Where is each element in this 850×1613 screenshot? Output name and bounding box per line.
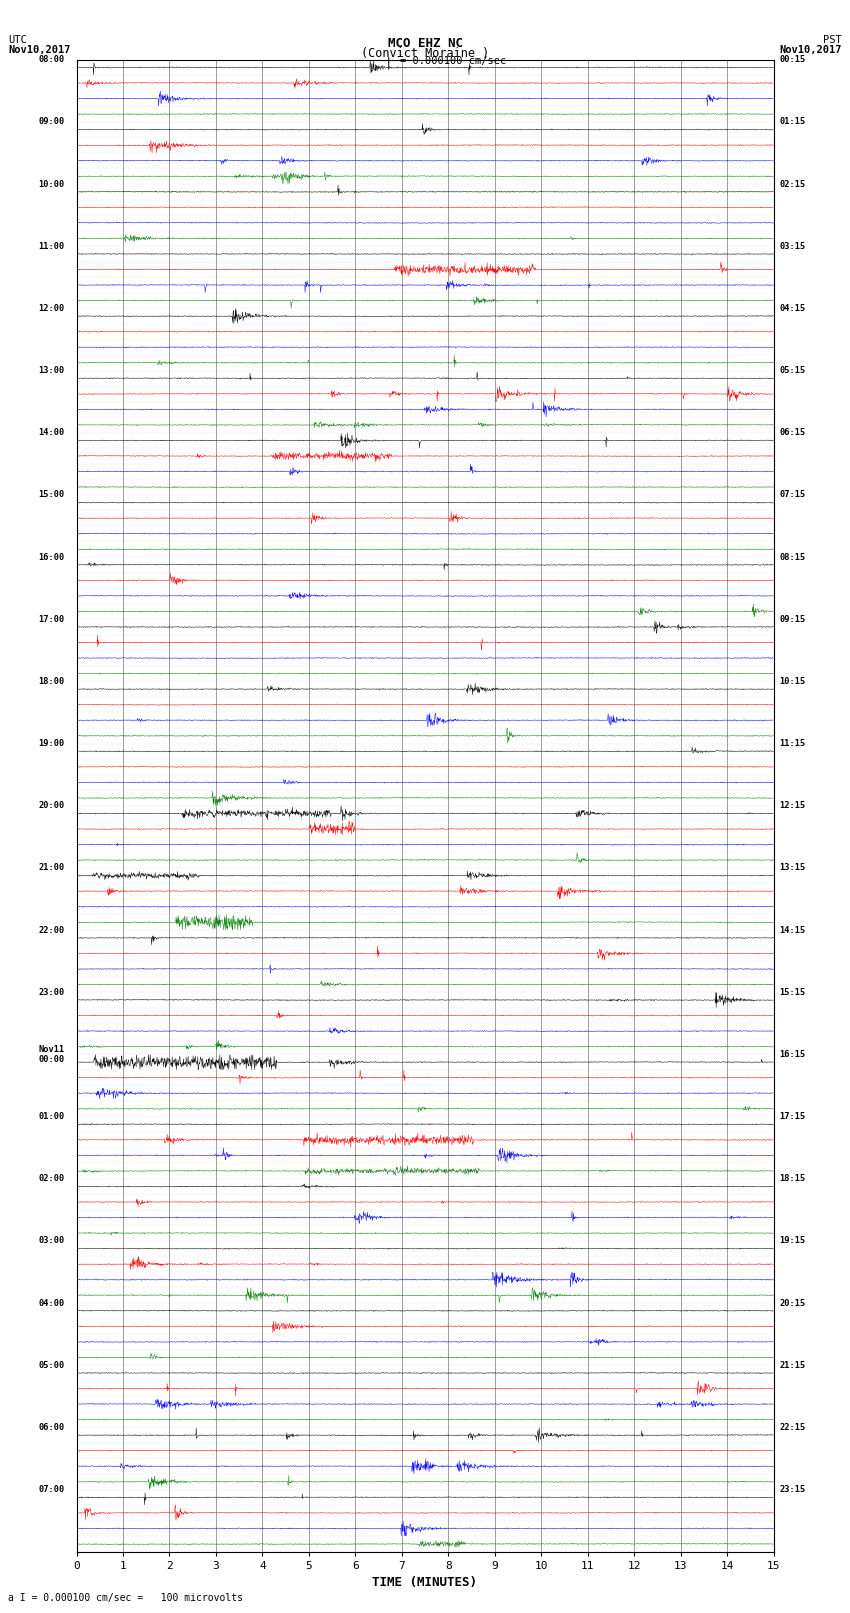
Text: 00:15: 00:15: [779, 55, 805, 65]
Text: 23:00: 23:00: [38, 987, 65, 997]
Text: 04:15: 04:15: [779, 303, 805, 313]
Text: 11:15: 11:15: [779, 739, 805, 748]
Text: 13:15: 13:15: [779, 863, 805, 873]
Text: 08:15: 08:15: [779, 553, 805, 561]
Text: 21:00: 21:00: [38, 863, 65, 873]
Text: MCO EHZ NC: MCO EHZ NC: [388, 37, 462, 50]
Text: 06:15: 06:15: [779, 427, 805, 437]
Text: 16:00: 16:00: [38, 553, 65, 561]
Text: 22:00: 22:00: [38, 926, 65, 934]
Text: 14:00: 14:00: [38, 427, 65, 437]
Text: 20:00: 20:00: [38, 802, 65, 810]
Text: 09:00: 09:00: [38, 118, 65, 126]
Text: 10:15: 10:15: [779, 677, 805, 686]
Text: 23:15: 23:15: [779, 1486, 805, 1494]
Text: 18:15: 18:15: [779, 1174, 805, 1184]
Text: 03:15: 03:15: [779, 242, 805, 250]
Text: 10:00: 10:00: [38, 179, 65, 189]
Text: 01:00: 01:00: [38, 1111, 65, 1121]
Text: 12:15: 12:15: [779, 802, 805, 810]
Text: 16:15: 16:15: [779, 1050, 805, 1058]
Text: PST: PST: [823, 35, 842, 45]
Text: 09:15: 09:15: [779, 615, 805, 624]
Text: 02:00: 02:00: [38, 1174, 65, 1184]
Text: 08:00: 08:00: [38, 55, 65, 65]
Text: 19:00: 19:00: [38, 739, 65, 748]
Text: 05:15: 05:15: [779, 366, 805, 374]
Text: a I = 0.000100 cm/sec =   100 microvolts: a I = 0.000100 cm/sec = 100 microvolts: [8, 1594, 243, 1603]
Text: 04:00: 04:00: [38, 1298, 65, 1308]
Text: 15:00: 15:00: [38, 490, 65, 500]
Text: 17:15: 17:15: [779, 1111, 805, 1121]
Text: 11:00: 11:00: [38, 242, 65, 250]
Text: 07:15: 07:15: [779, 490, 805, 500]
Text: 14:15: 14:15: [779, 926, 805, 934]
Text: 20:15: 20:15: [779, 1298, 805, 1308]
Text: |: |: [385, 56, 392, 69]
Text: 05:00: 05:00: [38, 1361, 65, 1369]
Text: 07:00: 07:00: [38, 1486, 65, 1494]
Text: 01:15: 01:15: [779, 118, 805, 126]
Text: Nov10,2017: Nov10,2017: [8, 45, 71, 55]
Text: Nov11
00:00: Nov11 00:00: [38, 1045, 65, 1065]
Text: (Convict Moraine ): (Convict Moraine ): [361, 47, 489, 60]
Text: 15:15: 15:15: [779, 987, 805, 997]
Text: UTC: UTC: [8, 35, 27, 45]
Text: 12:00: 12:00: [38, 303, 65, 313]
Text: 17:00: 17:00: [38, 615, 65, 624]
X-axis label: TIME (MINUTES): TIME (MINUTES): [372, 1576, 478, 1589]
Text: 22:15: 22:15: [779, 1423, 805, 1432]
Text: 19:15: 19:15: [779, 1237, 805, 1245]
Text: = 0.000100 cm/sec: = 0.000100 cm/sec: [400, 56, 506, 66]
Text: 03:00: 03:00: [38, 1237, 65, 1245]
Text: 13:00: 13:00: [38, 366, 65, 374]
Text: 06:00: 06:00: [38, 1423, 65, 1432]
Text: 21:15: 21:15: [779, 1361, 805, 1369]
Text: 02:15: 02:15: [779, 179, 805, 189]
Text: Nov10,2017: Nov10,2017: [779, 45, 842, 55]
Text: 18:00: 18:00: [38, 677, 65, 686]
